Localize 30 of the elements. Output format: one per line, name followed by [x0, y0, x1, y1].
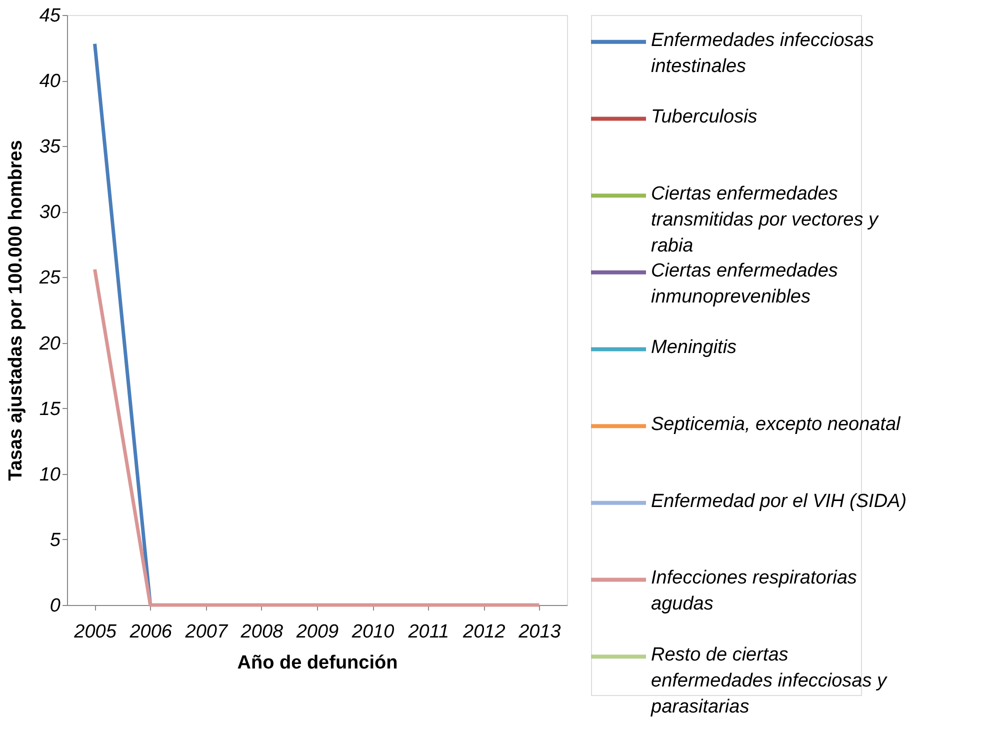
- x-tick-label: 2011: [407, 622, 450, 642]
- y-tick-label: 30: [39, 202, 61, 224]
- legend-label: Tuberculosis: [651, 106, 758, 128]
- x-tick-label: 2013: [518, 622, 562, 642]
- legend-label: Infecciones respiratorias agudas: [651, 568, 858, 615]
- y-tick-label: 45: [39, 6, 61, 26]
- legend-label: Septicemia, excepto neonatal: [651, 414, 902, 436]
- y-tick-label: 15: [39, 398, 61, 420]
- x-tick-label: 2012: [462, 622, 506, 642]
- x-tick-label: 2006: [128, 622, 172, 642]
- x-tick-label: 2005: [73, 622, 117, 642]
- y-tick-label: 0: [50, 596, 61, 616]
- legend-label: Ciertas enfermedades transmitidas por vectores y rabia: [651, 184, 880, 257]
- y-tick-label: 5: [50, 530, 61, 551]
- y-tick-label: 25: [38, 268, 61, 289]
- legend-label: Enfermedad por el VIH (SIDA): [651, 490, 907, 512]
- y-tick-label: 10: [39, 464, 61, 486]
- x-tick-label: 2010: [350, 622, 395, 642]
- y-tick-label: 35: [39, 136, 61, 158]
- x-tick-label: 2009: [295, 622, 340, 642]
- legend-label: Enfermedades infecciosas intestinales: [651, 30, 874, 77]
- y-tick-label: 40: [39, 71, 61, 92]
- legend-label: Resto de ciertas enfermedades infecciosas y parasitarias: [650, 644, 888, 718]
- y-axis-title: Tasas ajustadas por 100.000 hombres: [5, 140, 26, 481]
- x-axis-title: Año de defunción: [237, 652, 398, 674]
- x-tick-label: 2008: [240, 622, 284, 642]
- legend-label: Ciertas enfermedades inmunoprevenibles: [651, 260, 838, 308]
- x-tick-label: 2007: [184, 622, 229, 642]
- y-tick-label: 20: [38, 333, 61, 354]
- legend-label: Meningitis: [651, 337, 738, 358]
